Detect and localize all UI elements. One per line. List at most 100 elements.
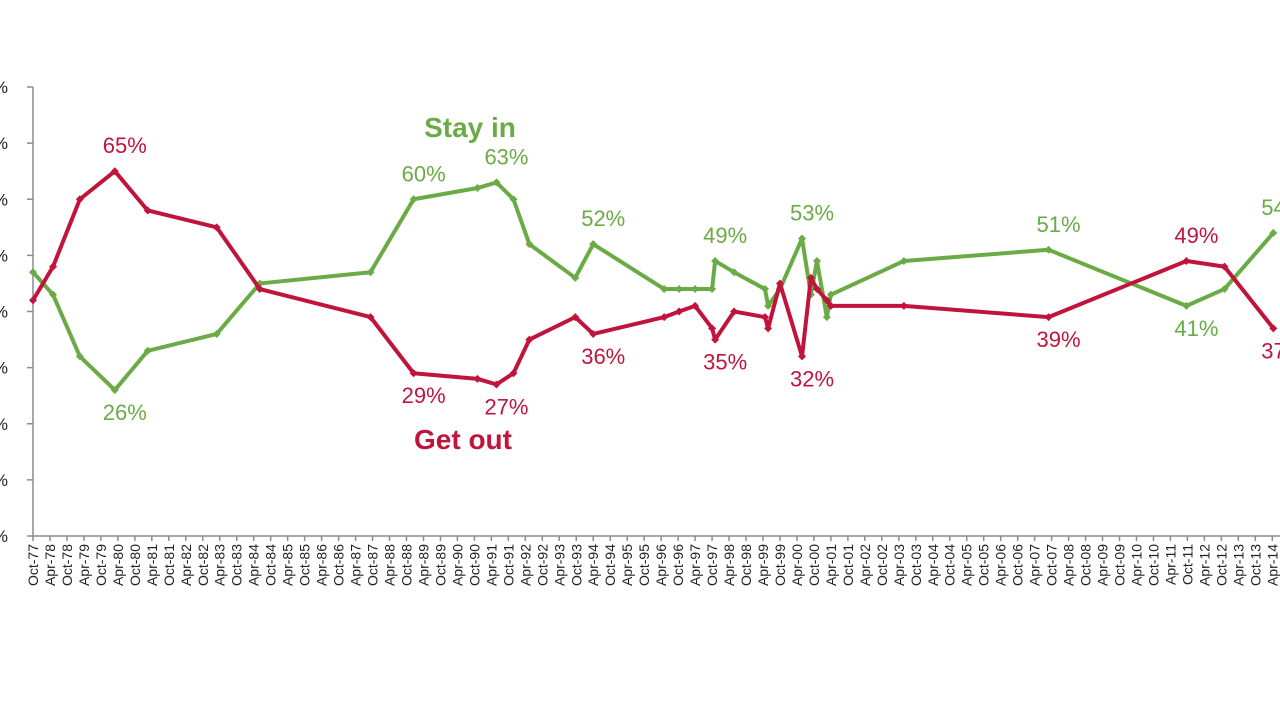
point (812, 256, 821, 265)
data-label: 29% (402, 383, 446, 408)
point (75, 195, 84, 204)
point (409, 369, 418, 378)
x-tick-label: Oct-05 (976, 544, 992, 586)
point (826, 290, 835, 299)
data-label: 54% (1261, 195, 1280, 220)
point (143, 206, 152, 215)
point (473, 374, 482, 383)
data-label: 51% (1037, 212, 1081, 237)
x-tick-label: Apr-80 (110, 544, 126, 586)
x-tick-label: Apr-89 (415, 544, 431, 586)
point (1269, 228, 1278, 237)
x-tick-label: Apr-04 (925, 544, 941, 586)
point (366, 313, 375, 322)
data-label: 65% (103, 133, 147, 158)
x-tick-label: Apr-03 (891, 544, 907, 586)
x-tick-label: Oct-11 (1179, 544, 1195, 585)
x-tick-label: Oct-82 (195, 544, 211, 586)
x-tick-label: Oct-81 (161, 544, 177, 586)
point (571, 273, 580, 282)
x-tick-label: Oct-78 (59, 544, 75, 586)
point (675, 285, 684, 294)
x-tick-label: Apr-85 (280, 544, 296, 586)
data-label: 52% (581, 206, 625, 231)
x-tick-label: Apr-06 (993, 544, 1009, 586)
data-label: 32% (790, 366, 834, 391)
point (29, 296, 37, 305)
x-tick-label: Oct-80 (127, 544, 143, 586)
x-tick-label: Apr-92 (517, 544, 533, 586)
x-tick-label: Apr-86 (314, 544, 330, 586)
y-tick-label: 50% (0, 246, 8, 265)
y-tick-label: 0% (0, 527, 8, 546)
x-tick-label: Oct-77 (25, 544, 41, 586)
series-line (31, 180, 1275, 393)
y-tick-label: 60% (0, 190, 8, 209)
data-label: 49% (1174, 223, 1218, 248)
y-tick-label: 10% (0, 471, 8, 490)
point (1044, 245, 1053, 254)
point (49, 290, 58, 299)
point (509, 369, 518, 378)
x-tick-label: Oct-86 (331, 544, 347, 586)
y-tick-label: 40% (0, 303, 8, 322)
point (764, 324, 773, 333)
y-tick-label: 70% (0, 134, 8, 153)
x-tick-label: Oct-02 (874, 544, 890, 586)
x-tick-label: Apr-95 (619, 544, 635, 586)
x-tick-label: Apr-01 (823, 544, 839, 586)
point (1182, 256, 1191, 265)
point (822, 313, 831, 322)
point (589, 329, 598, 338)
data-label: 63% (484, 144, 528, 169)
x-tick-label: Apr-02 (857, 544, 873, 586)
x-tick-label: Oct-92 (534, 544, 550, 586)
point (691, 301, 700, 310)
x-tick-label: Oct-85 (297, 544, 313, 586)
data-label: 39% (1037, 327, 1081, 352)
data-label: 26% (103, 400, 147, 425)
point (1220, 285, 1229, 294)
point (711, 256, 720, 265)
x-tick-label: Apr-91 (483, 544, 499, 586)
x-tick-label: Oct-97 (704, 544, 720, 586)
point (711, 335, 720, 344)
y-tick-label: 80% (0, 78, 8, 97)
x-tick-label: Oct-96 (670, 544, 686, 586)
data-label: 60% (402, 161, 446, 186)
data-label: 49% (703, 223, 747, 248)
x-tick-label: Oct-03 (908, 544, 924, 586)
point (409, 195, 418, 204)
x-tick-label: Oct-79 (93, 544, 109, 586)
y-tick-label: 20% (0, 415, 8, 434)
point (366, 268, 375, 277)
point (571, 313, 580, 322)
x-tick-label: Apr-12 (1196, 544, 1212, 586)
point (675, 307, 684, 316)
point (589, 240, 598, 249)
point (826, 301, 835, 310)
point (212, 329, 221, 338)
x-tick-label: Oct-93 (568, 544, 584, 586)
x-tick-label: Apr-79 (76, 544, 92, 586)
x-tick-label: Oct-07 (1044, 544, 1060, 586)
x-tick-label: Oct-01 (840, 544, 856, 586)
point (1182, 301, 1191, 310)
point (49, 262, 58, 271)
point (75, 352, 84, 361)
x-tick-label: Oct-10 (1145, 544, 1161, 586)
x-tick-label: Apr-10 (1128, 544, 1144, 586)
point (899, 256, 908, 265)
point (761, 285, 770, 294)
y-tick-label: 30% (0, 359, 8, 378)
point (775, 279, 784, 288)
x-tick-label: Oct-13 (1247, 544, 1263, 586)
point (255, 285, 264, 294)
data-label: 36% (581, 344, 625, 369)
point (708, 324, 717, 333)
data-label: 37% (1261, 338, 1280, 363)
point (29, 268, 37, 277)
series-name: Stay in (424, 112, 516, 143)
x-tick-label: Apr-07 (1027, 544, 1043, 586)
